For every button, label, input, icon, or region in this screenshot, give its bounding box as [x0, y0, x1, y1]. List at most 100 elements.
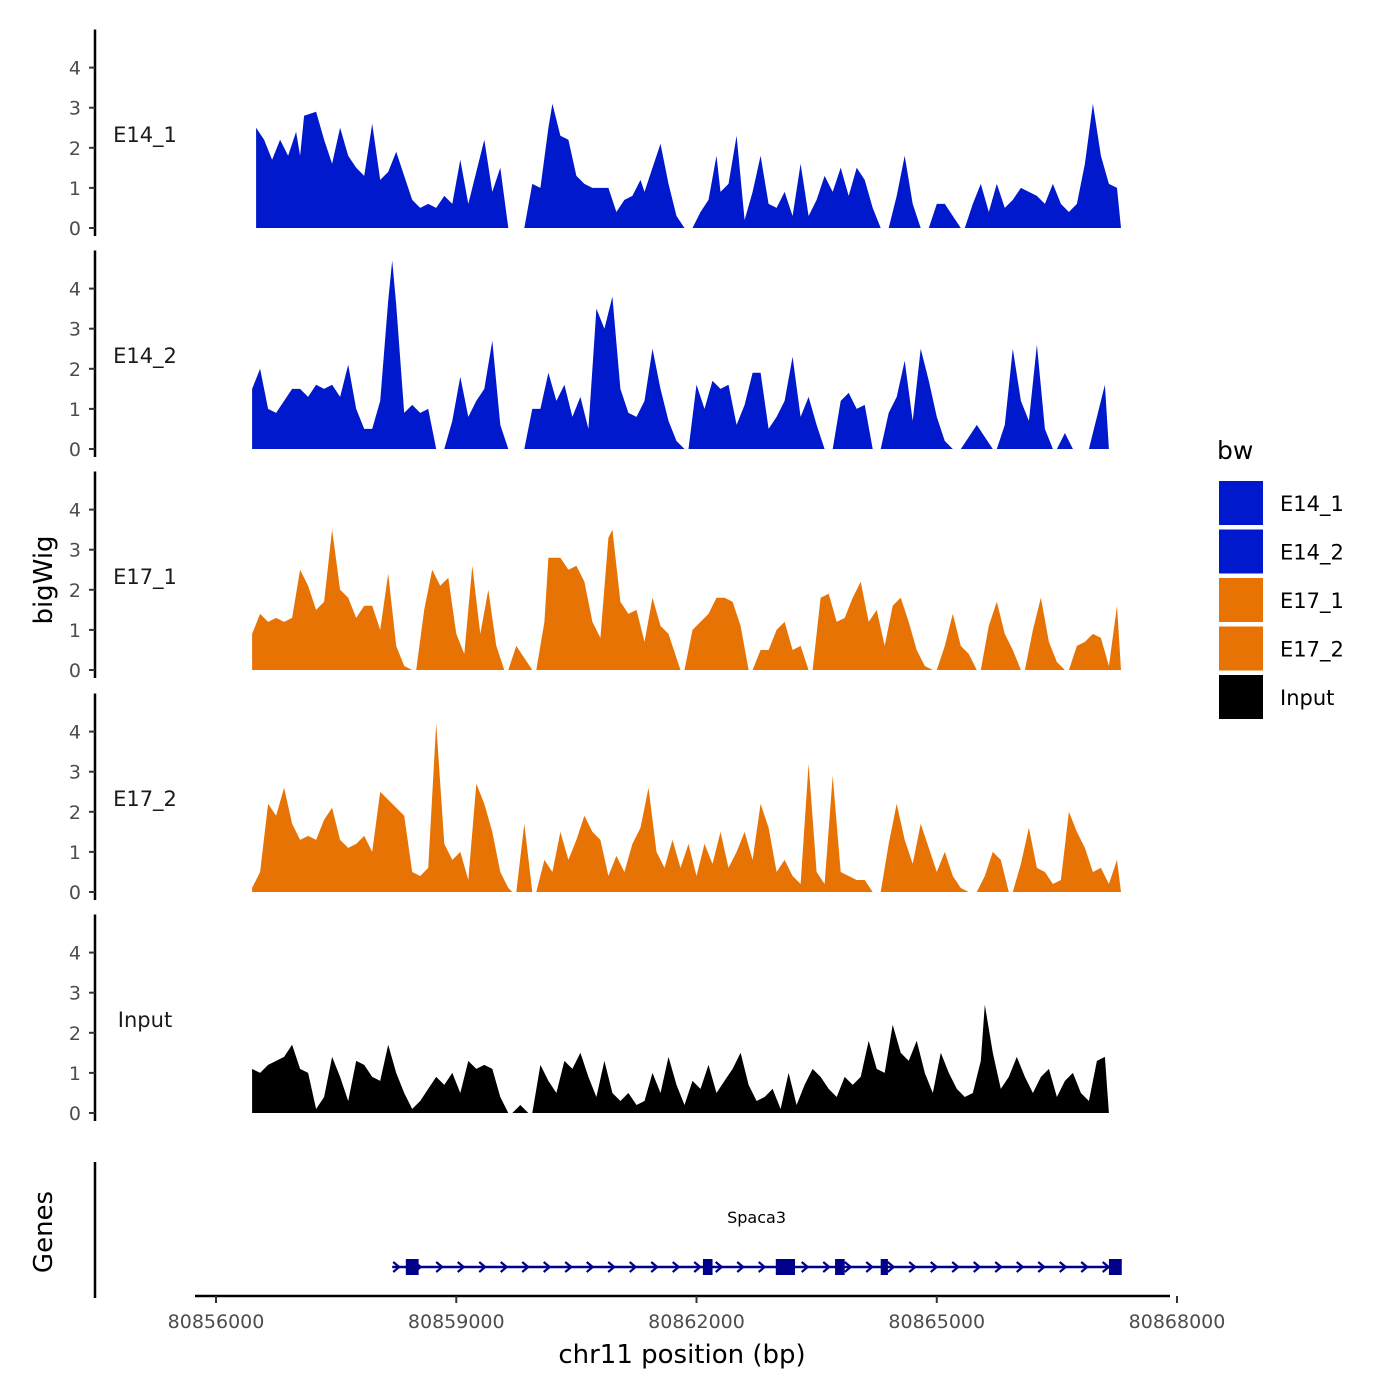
y-tick-label: 1 [69, 1063, 81, 1085]
legend-label: E17_2 [1280, 638, 1344, 663]
strand-arrow [822, 1261, 831, 1273]
gene-exon [880, 1259, 888, 1275]
y-tick-label: 0 [69, 1103, 81, 1125]
coverage-area [980, 601, 1021, 670]
x-tick-label: 80865000 [888, 1311, 985, 1333]
track-label: E17_2 [113, 787, 177, 812]
strand-arrow [886, 1261, 896, 1273]
y-tick-label: 0 [69, 218, 81, 240]
legend-swatch [1219, 626, 1263, 671]
y-tick-label: 2 [69, 580, 81, 602]
track-label: E17_1 [113, 565, 177, 590]
x-tick-label: 80859000 [408, 1311, 505, 1333]
coverage-area [832, 392, 873, 449]
legend-swatch [1219, 675, 1263, 719]
strand-arrow [671, 1261, 681, 1273]
coverage-area [516, 823, 533, 892]
coverage-area [252, 723, 513, 892]
coverage-area [936, 613, 977, 670]
coverage-area [532, 1004, 1109, 1113]
track-e14-1: 0 1 2 3 4 E14_1 [69, 29, 1121, 240]
coverage-area [812, 581, 933, 670]
coverage-area [416, 565, 505, 670]
strand-arrow [456, 1261, 466, 1273]
strand-arrow [951, 1261, 960, 1273]
y-tick-label: 2 [69, 138, 81, 160]
track-label: E14_2 [113, 344, 177, 369]
track-label: E14_1 [113, 123, 177, 148]
coverage-area [1068, 605, 1121, 670]
strand-arrow [1015, 1261, 1025, 1273]
coverage-area [996, 344, 1053, 449]
coverage-area [524, 296, 685, 449]
coverage-area [252, 529, 413, 670]
strand-arrow [1080, 1261, 1089, 1273]
gene-exon [702, 1259, 713, 1275]
strand-arrow [478, 1261, 487, 1273]
strand-arrow [693, 1261, 702, 1273]
legend-label: E14_2 [1280, 541, 1344, 566]
strand-arrow [542, 1261, 552, 1273]
coverage-area [888, 155, 921, 228]
legend-label: E14_1 [1280, 492, 1344, 517]
x-tick-label: 80868000 [1129, 1311, 1226, 1333]
y-tick-label: 3 [69, 319, 81, 341]
genes-axis-title: Genes [29, 1191, 59, 1273]
y-tick-label: 2 [69, 359, 81, 381]
coverage-area [524, 103, 685, 228]
coverage-area [1012, 811, 1121, 892]
coverage-area [508, 645, 533, 670]
coverage-area [252, 260, 437, 449]
coverage-area [928, 203, 961, 228]
coverage-area [1088, 384, 1109, 449]
y-tick-label: 4 [69, 722, 81, 744]
coverage-area [1024, 597, 1065, 670]
strand-arrow [650, 1261, 659, 1273]
gene-exon [1108, 1259, 1122, 1275]
y-tick-label: 1 [69, 399, 81, 421]
coverage-area [880, 803, 969, 892]
y-tick-label: 1 [69, 178, 81, 200]
y-tick-label: 2 [69, 802, 81, 824]
strand-arrow [908, 1261, 917, 1273]
gene-name-label: Spaca3 [727, 1208, 786, 1227]
y-tick-label: 4 [69, 279, 81, 301]
coverage-area [252, 1044, 509, 1113]
y-tick-label: 4 [69, 58, 81, 80]
coverage-area [688, 356, 825, 449]
gene-spaca3: Spaca3 [392, 1208, 1122, 1275]
strand-arrow [499, 1261, 509, 1273]
legend: bw E14_1 E14_2 E17_1 E17_2 Input [1217, 436, 1344, 719]
strand-arrow [972, 1261, 982, 1273]
gene-exon [835, 1259, 845, 1275]
coverage-area [256, 111, 509, 228]
y-tick-label: 3 [69, 762, 81, 784]
strand-arrow [521, 1261, 530, 1273]
coverage-area [960, 424, 993, 449]
strand-arrow [585, 1261, 595, 1273]
genes-panel: Spaca3 [93, 1162, 1122, 1298]
strand-arrow [607, 1261, 616, 1273]
y-tick-label: 4 [69, 943, 81, 965]
x-tick-label: 80856000 [168, 1311, 265, 1333]
strand-arrow [1058, 1261, 1068, 1273]
y-tick-label: 4 [69, 500, 81, 522]
coverage-area [536, 529, 681, 670]
y-tick-label: 3 [69, 983, 81, 1005]
coverage-area [536, 763, 873, 892]
strand-arrow [392, 1261, 401, 1273]
track-e14-2: 0 1 2 3 4 E14_2 [69, 250, 1109, 461]
y-axis-title: bigWig [29, 535, 59, 624]
strand-arrow [435, 1261, 444, 1273]
y-tick-label: 0 [69, 882, 81, 904]
legend-swatch [1219, 578, 1263, 622]
x-axis-title: chr11 position (bp) [558, 1340, 805, 1370]
coverage-area [880, 348, 953, 449]
y-tick-label: 3 [69, 98, 81, 120]
gene-exon [405, 1259, 419, 1275]
legend-label: E17_1 [1280, 589, 1344, 614]
y-tick-label: 0 [69, 660, 81, 682]
y-tick-label: 1 [69, 620, 81, 642]
strand-arrow [564, 1261, 573, 1273]
